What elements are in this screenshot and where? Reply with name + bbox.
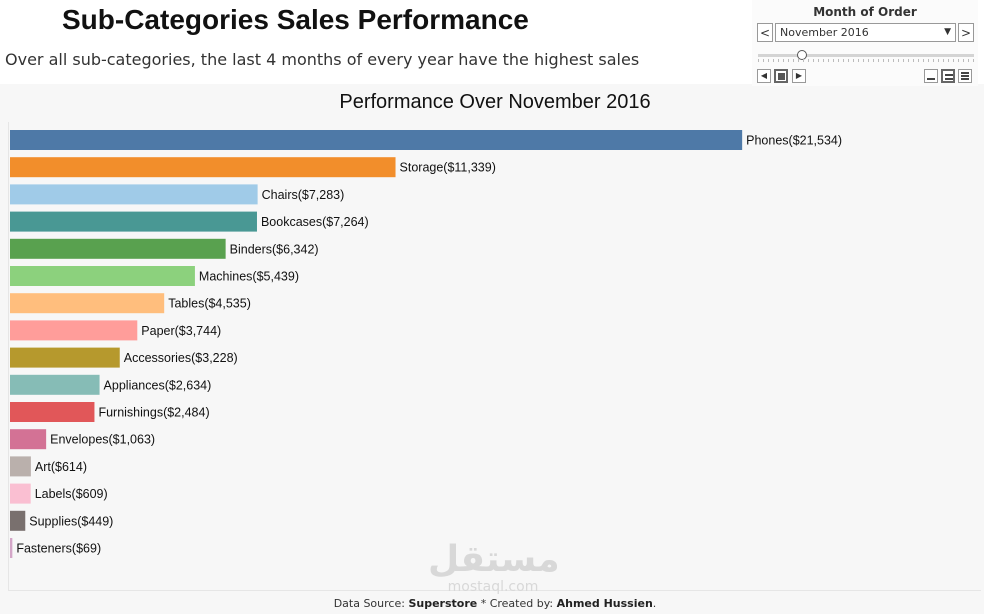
bar-art[interactable] <box>10 456 31 477</box>
footer: Data Source: Superstore * Created by: Ah… <box>0 597 984 610</box>
bar-label-appliances: Appliances($2,634) <box>104 378 212 392</box>
chart-frame <box>8 122 981 591</box>
previous-month-button[interactable]: < <box>757 23 773 42</box>
filter-title: Month of Order <box>813 5 917 19</box>
bar-phones[interactable] <box>10 130 743 150</box>
chevron-down-icon[interactable]: ▼ <box>944 27 951 37</box>
bar-label-paper: Paper($3,744) <box>141 324 221 338</box>
bar-label-accessories: Accessories($3,228) <box>124 351 238 365</box>
page-title: Sub-Categories Sales Performance <box>62 4 529 35</box>
bar-tables[interactable] <box>10 293 165 314</box>
watermark-site: mostaql.com <box>447 579 539 595</box>
bar-accessories[interactable] <box>10 347 120 368</box>
bar-storage[interactable] <box>10 157 396 178</box>
bar-machines[interactable] <box>10 266 195 286</box>
speed-medium-icon[interactable] <box>941 69 955 83</box>
bar-labels[interactable] <box>10 483 31 504</box>
footer-middle: * Created by: <box>477 597 557 610</box>
bar-label-labels: Labels($609) <box>35 487 108 501</box>
bar-label-bookcases: Bookcases($7,264) <box>261 215 369 229</box>
bar-binders[interactable] <box>10 238 226 259</box>
play-forward-icon[interactable]: ▶ <box>792 69 806 83</box>
slider-ticks <box>758 59 974 62</box>
speed-slow-icon[interactable] <box>924 69 938 83</box>
bar-label-storage: Storage($11,339) <box>400 161 496 175</box>
month-slider[interactable] <box>758 54 974 57</box>
bar-bookcases[interactable] <box>10 211 257 232</box>
bar-label-machines: Machines($5,439) <box>199 270 299 284</box>
footer-suffix: . <box>652 597 657 610</box>
bar-label-chairs: Chairs($7,283) <box>262 188 345 202</box>
bar-label-envelopes: Envelopes($1,063) <box>50 433 155 447</box>
footer-prefix: Data Source: <box>333 597 409 610</box>
play-backward-icon[interactable]: ◀ <box>757 69 771 83</box>
bar-label-phones: Phones($21,534) <box>746 134 842 148</box>
bar-label-tables: Tables($4,535) <box>168 297 251 311</box>
bar-label-fasteners: Fasteners($69) <box>16 542 101 556</box>
bar-furnishings[interactable] <box>10 402 95 422</box>
bar-supplies[interactable] <box>10 510 26 531</box>
bar-fasteners[interactable] <box>10 538 13 558</box>
bar-label-furnishings: Furnishings($2,484) <box>98 406 209 420</box>
stop-icon[interactable] <box>774 69 788 83</box>
footer-source: Superstore <box>408 597 478 610</box>
month-dropdown-value: November 2016 <box>780 26 869 39</box>
bar-chairs[interactable] <box>10 184 258 205</box>
watermark: مستقل mostaql.com <box>428 539 560 595</box>
bar-label-binders: Binders($6,342) <box>230 242 319 256</box>
speed-fast-icon[interactable] <box>958 69 972 83</box>
month-dropdown[interactable]: November 2016 ▼ <box>775 23 956 42</box>
bar-appliances[interactable] <box>10 374 100 395</box>
next-month-button[interactable]: > <box>958 23 974 42</box>
bar-label-supplies: Supplies($449) <box>29 514 113 528</box>
bar-envelopes[interactable] <box>10 429 47 450</box>
page-subtitle: Over all sub-categories, the last 4 mont… <box>5 50 640 69</box>
chart-title: Performance Over November 2016 <box>339 91 651 113</box>
month-filter: Month of Order < November 2016 ▼ > ◀ ▶ <box>752 0 978 86</box>
bar-paper[interactable] <box>10 320 138 341</box>
watermark-arabic: مستقل <box>428 539 560 580</box>
bar-label-art: Art($614) <box>35 460 87 474</box>
footer-author: Ahmed Hussien <box>556 597 653 610</box>
